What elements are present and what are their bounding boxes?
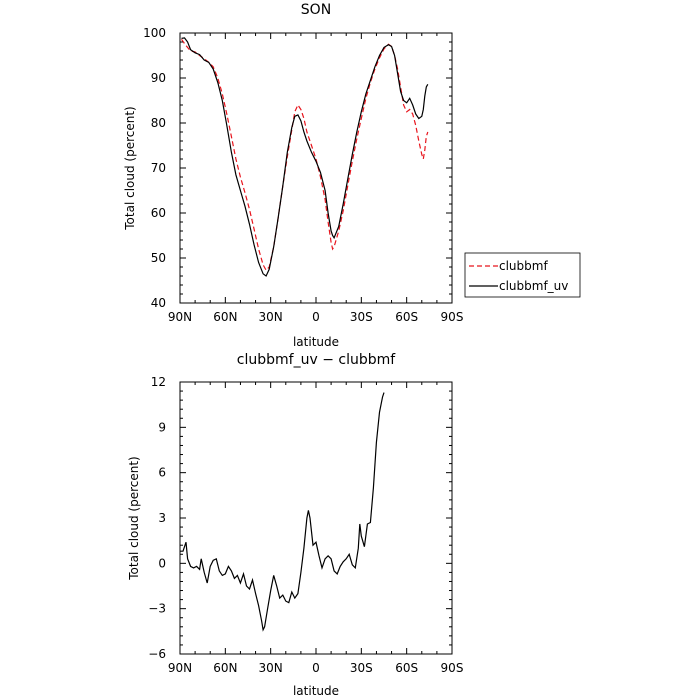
x-tick-label: 0 bbox=[312, 310, 320, 324]
legend-box bbox=[464, 252, 581, 298]
x-tick-label: 90S bbox=[441, 661, 464, 675]
chart-title: SON bbox=[301, 2, 331, 18]
y-tick-label: 100 bbox=[143, 26, 166, 40]
legend: clubbmf clubbmf_uv bbox=[464, 252, 581, 298]
y-tick-label: −6 bbox=[148, 647, 166, 661]
x-tick-label: 30S bbox=[350, 661, 373, 675]
x-tick-label: 60N bbox=[213, 661, 237, 675]
x-axis-label: latitude bbox=[293, 335, 339, 349]
chart-title: clubbmf_uv − clubbmf bbox=[237, 352, 396, 368]
y-tick-label: 60 bbox=[151, 206, 166, 220]
y-axis-label: Total cloud (percent) bbox=[123, 106, 137, 230]
y-axis-label: Total cloud (percent) bbox=[127, 456, 141, 580]
legend-label-clubbmf: clubbmf bbox=[499, 259, 548, 273]
legend-label-clubbmf-uv: clubbmf_uv bbox=[499, 279, 568, 293]
y-tick-label: 9 bbox=[158, 420, 166, 434]
x-tick-label: 60N bbox=[213, 310, 237, 324]
plot-frame bbox=[179, 381, 453, 655]
y-tick-label: 50 bbox=[151, 251, 166, 265]
x-tick-label: 90S bbox=[441, 310, 464, 324]
x-axis-label: latitude bbox=[293, 684, 339, 698]
x-tick-label: 0 bbox=[312, 661, 320, 675]
total-cloud-line-chart: SON 90N 60N 30N 0 30S 60S 90S 40 50 60 70 80 90 100 l… bbox=[123, 2, 581, 349]
series-line bbox=[180, 392, 385, 632]
series-line-clubbmf-uv bbox=[181, 37, 429, 277]
x-tick-label: 90N bbox=[168, 661, 192, 675]
x-tick-label: 90N bbox=[168, 310, 192, 324]
y-tick-label: −3 bbox=[148, 602, 166, 616]
x-tick-label: 60S bbox=[395, 310, 418, 324]
x-tick-label: 30S bbox=[350, 310, 373, 324]
y-tick-label: 40 bbox=[151, 296, 166, 310]
y-tick-label: 6 bbox=[158, 466, 166, 480]
y-tick-label: 90 bbox=[151, 71, 166, 85]
difference-line-chart: clubbmf_uv − clubbmf 90N 60N 30N 0 30S 60S 90S… bbox=[127, 352, 463, 698]
x-tick-label: 30N bbox=[259, 661, 283, 675]
y-tick-label: 3 bbox=[158, 511, 166, 525]
x-tick-label: 30N bbox=[259, 310, 283, 324]
plot-frame bbox=[179, 32, 453, 304]
series-line-clubbmf bbox=[181, 38, 429, 272]
y-tick-label: 12 bbox=[151, 375, 166, 389]
y-tick-label: 80 bbox=[151, 116, 166, 130]
y-tick-label: 0 bbox=[158, 556, 166, 570]
y-tick-label: 70 bbox=[151, 161, 166, 175]
x-tick-label: 60S bbox=[395, 661, 418, 675]
